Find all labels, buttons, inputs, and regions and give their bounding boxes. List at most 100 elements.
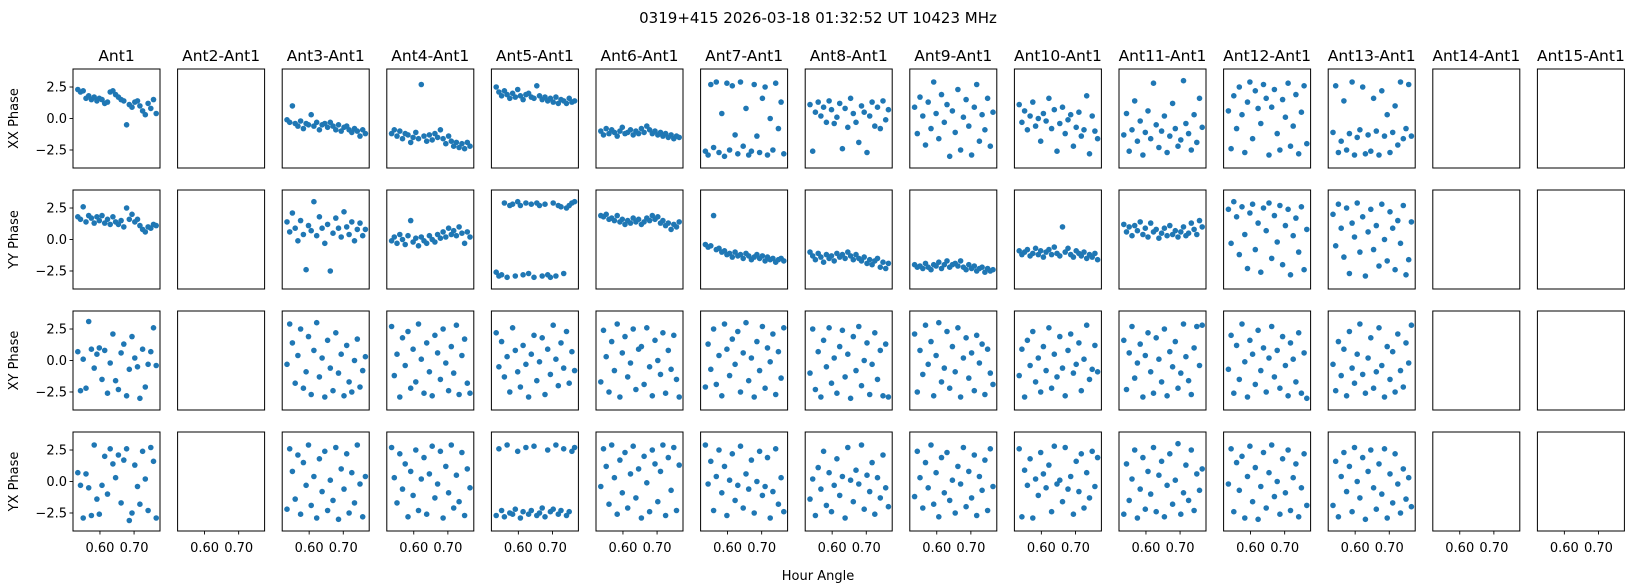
data-point: [721, 463, 728, 470]
data-point: [872, 330, 878, 336]
data-point: [668, 366, 674, 373]
x-tick-label: 0.70: [1166, 541, 1195, 556]
data-point: [861, 506, 867, 512]
data-point: [990, 483, 996, 490]
data-point: [1070, 143, 1077, 149]
data-point: [1236, 376, 1243, 383]
data-point: [1169, 501, 1176, 508]
data-point: [1357, 127, 1363, 133]
data-point: [984, 95, 991, 102]
data-point: [861, 357, 867, 364]
data-point: [1231, 390, 1237, 397]
data-point: [1252, 464, 1259, 471]
data-point: [1129, 127, 1135, 133]
data-point: [1244, 473, 1251, 480]
data-point: [1191, 345, 1197, 351]
data-point: [357, 133, 363, 139]
column-title: Ant15-Ant1: [1537, 47, 1625, 65]
data-point: [1194, 323, 1200, 330]
scatter-panel: [1432, 189, 1521, 290]
data-point: [1126, 148, 1132, 154]
data-point: [1285, 393, 1291, 399]
data-point: [1242, 149, 1248, 156]
data-point: [142, 384, 149, 390]
data-point: [528, 507, 535, 514]
panel-frame: [72, 68, 161, 169]
scatter-panel: [595, 431, 684, 532]
data-point: [1123, 461, 1130, 467]
panel-frame: [177, 68, 266, 169]
data-point: [467, 234, 473, 240]
data-point: [856, 139, 862, 146]
data-point: [984, 507, 991, 514]
x-tick-label: 0.60: [818, 541, 847, 556]
data-point: [756, 448, 763, 455]
data-point: [1194, 231, 1200, 238]
data-point: [1271, 374, 1278, 380]
panel-frame: [1327, 310, 1416, 411]
data-point: [1332, 458, 1339, 465]
x-tick-label: 0.70: [120, 541, 149, 556]
data-point: [448, 442, 455, 448]
data-point: [1252, 381, 1259, 388]
data-point: [1035, 115, 1042, 122]
data-point: [1354, 200, 1360, 206]
data-point: [1194, 471, 1200, 477]
data-point: [88, 346, 95, 353]
data-point: [1040, 343, 1047, 350]
data-point: [421, 390, 427, 397]
data-point: [1156, 472, 1162, 479]
data-point: [1145, 234, 1151, 240]
data-point: [633, 386, 639, 393]
data-point: [944, 328, 950, 335]
data-point: [1175, 143, 1181, 149]
data-point: [946, 153, 953, 160]
data-point: [330, 497, 336, 504]
data-point: [872, 123, 878, 129]
data-point: [423, 340, 430, 346]
x-tick-label: 0.70: [956, 541, 985, 556]
y-tick-label: 0.0: [46, 112, 67, 127]
data-point: [459, 140, 465, 147]
data-point: [1156, 144, 1162, 151]
data-point: [858, 382, 865, 389]
data-point: [289, 468, 296, 475]
data-point: [1054, 374, 1060, 380]
data-point: [834, 114, 840, 120]
data-point: [1249, 498, 1256, 505]
data-point: [812, 109, 819, 115]
scatter-panel: [72, 68, 161, 169]
data-point: [809, 148, 816, 154]
data-point: [853, 467, 859, 474]
data-point: [842, 374, 848, 380]
row-label: XY Phase: [7, 331, 22, 391]
data-point: [818, 394, 824, 400]
data-point: [467, 485, 473, 491]
data-point: [1395, 481, 1401, 487]
data-point: [80, 515, 86, 521]
data-point: [1070, 370, 1077, 376]
scatter-panel: [1327, 310, 1416, 411]
data-point: [882, 485, 889, 491]
data-point: [308, 111, 315, 118]
data-point: [847, 95, 854, 102]
data-point: [316, 456, 323, 462]
data-point: [1274, 478, 1280, 485]
data-point: [649, 393, 656, 399]
data-point: [1293, 91, 1299, 98]
data-point: [1379, 491, 1385, 497]
data-point: [839, 145, 846, 152]
data-point: [514, 369, 521, 375]
data-point: [1092, 128, 1098, 134]
data-point: [1332, 83, 1339, 89]
scatter-panel: [177, 431, 266, 532]
data-point: [1185, 230, 1192, 236]
data-point: [603, 211, 609, 218]
data-point: [504, 353, 510, 360]
data-point: [1359, 84, 1366, 90]
data-point: [941, 490, 948, 496]
data-point: [1387, 149, 1393, 156]
data-point: [362, 353, 369, 360]
data-point: [872, 511, 878, 517]
data-point: [1271, 493, 1278, 500]
